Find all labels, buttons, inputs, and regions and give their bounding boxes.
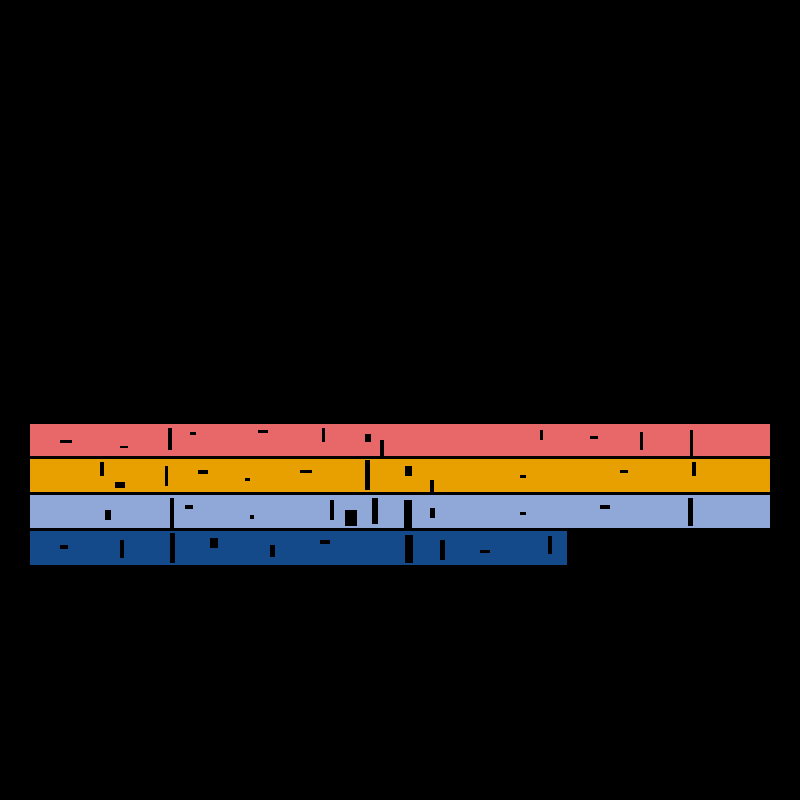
stripe-dark-blue xyxy=(30,531,567,565)
distress-texture xyxy=(60,428,696,563)
stripe-light-blue xyxy=(30,495,770,528)
stripe-orange xyxy=(30,459,770,492)
stripe-red xyxy=(30,424,770,456)
